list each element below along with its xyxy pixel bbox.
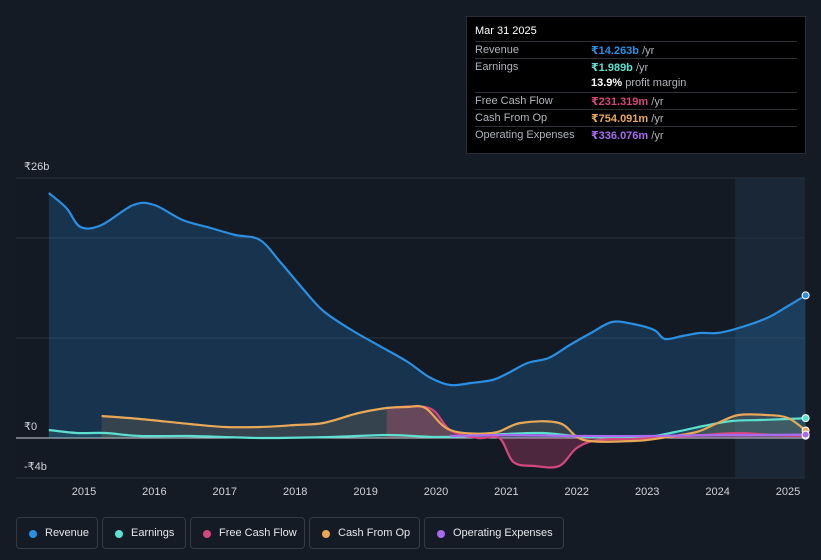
tooltip-row-cash-from-op: Cash From Op ₹754.091m /yr: [475, 109, 797, 127]
tooltip-row-operating-expenses: Operating Expenses ₹336.076m /yr: [475, 126, 797, 144]
legend-label: Cash From Op: [338, 527, 411, 539]
tooltip-value: ₹14.263b /yr: [591, 45, 655, 57]
tooltip-row-profit-margin: 13.9% profit margin: [475, 75, 797, 92]
legend-label: Earnings: [131, 527, 175, 539]
tooltip-date: Mar 31 2025: [475, 25, 537, 37]
legend-label: Free Cash Flow: [219, 527, 297, 539]
revenue-endpoint: [801, 291, 810, 300]
x-tick-label: 2021: [494, 486, 518, 498]
legend-item-cash-from-op[interactable]: Cash From Op: [309, 517, 420, 549]
tooltip-label: Earnings: [475, 61, 519, 73]
x-tick-label: 2020: [424, 486, 448, 498]
legend-item-operating-expenses[interactable]: Operating Expenses: [424, 517, 564, 549]
plot-background: [16, 178, 805, 478]
tooltip-row-free-cash-flow: Free Cash Flow ₹231.319m /yr: [475, 92, 797, 110]
x-tick-label: 2016: [142, 486, 166, 498]
x-tick-label: 2025: [776, 486, 800, 498]
tooltip-value: 13.9% profit margin: [591, 77, 687, 89]
cash-from-op-line: [101, 404, 807, 443]
x-tick-label: 2019: [353, 486, 377, 498]
y-tick-label: ₹0: [24, 421, 37, 433]
operating-expenses-line: [450, 433, 806, 438]
earnings-endpoint: [801, 414, 810, 423]
legend-item-revenue[interactable]: Revenue: [16, 517, 98, 549]
legend-dot-icon: [29, 530, 37, 538]
legend-dot-icon: [437, 530, 445, 538]
tooltip-value: ₹231.319m /yr: [591, 96, 664, 108]
tooltip-label: Revenue: [475, 44, 520, 56]
x-tick-label: 2018: [283, 486, 307, 498]
tooltip-value: ₹1.989b /yr: [591, 62, 649, 74]
legend-label: Revenue: [45, 527, 90, 539]
x-tick-label: 2023: [635, 486, 659, 498]
y-tick-label: ₹26b: [24, 161, 49, 173]
legend-dot-icon: [322, 530, 330, 538]
x-tick-label: 2022: [565, 486, 589, 498]
operating-expenses-endpoint: [801, 430, 810, 439]
tooltip-value: ₹754.091m /yr: [591, 113, 664, 125]
legend-dot-icon: [115, 530, 123, 538]
legend-dot-icon: [203, 530, 211, 538]
revenue-line: [48, 192, 807, 387]
data-tooltip: Mar 31 2025 Revenue ₹14.263b /yr Earning…: [466, 16, 806, 154]
revenue-area: [48, 193, 806, 438]
legend-label: Operating Expenses: [453, 527, 553, 539]
x-tick-label: 2015: [72, 486, 96, 498]
x-tick-label: 2017: [213, 486, 237, 498]
cash-from-op-area: [101, 406, 806, 442]
tooltip-label: Free Cash Flow: [475, 95, 553, 107]
earnings-area: [48, 418, 806, 439]
legend-item-earnings[interactable]: Earnings: [102, 517, 186, 549]
tooltip-row-earnings: Earnings ₹1.989b /yr: [475, 58, 797, 76]
tooltip-value: ₹336.076m /yr: [591, 130, 664, 142]
tooltip-label: Operating Expenses: [475, 129, 575, 141]
tooltip-row-revenue: Revenue ₹14.263b /yr: [475, 41, 797, 59]
x-tick-label: 2024: [705, 486, 729, 498]
legend-item-free-cash-flow[interactable]: Free Cash Flow: [190, 517, 305, 549]
y-tick-label: -₹4b: [24, 461, 47, 473]
tooltip-label: Cash From Op: [475, 112, 548, 124]
recent-period-shade: [735, 178, 805, 478]
